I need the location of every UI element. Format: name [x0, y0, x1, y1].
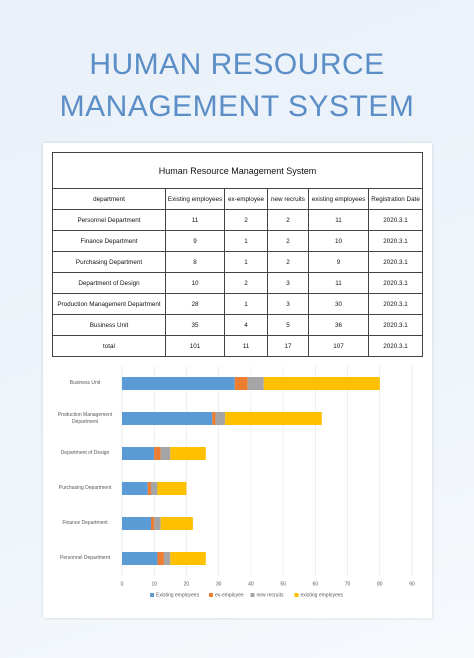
bar: [160, 447, 171, 460]
legend-swatch: [250, 593, 255, 597]
bar: [170, 447, 206, 460]
table-title: Human Resource Management System: [51, 152, 424, 189]
bar: [157, 482, 187, 495]
y-tick-label: Production Management Department: [57, 411, 113, 425]
table-row: total 101 11 17 107 2020.3.1: [52, 335, 424, 357]
cell: 2020.3.1: [367, 293, 424, 315]
legend-swatch: [209, 593, 213, 597]
x-tick-label: 30: [216, 581, 222, 587]
x-tick-label: 0: [121, 581, 124, 587]
y-tick-label: Department of Design: [60, 450, 110, 456]
x-tick-label: 40: [248, 581, 254, 587]
y-tick-label-box: Business Unit: [69, 380, 101, 386]
bar: [154, 517, 161, 530]
cell: 107: [308, 335, 369, 357]
y-tick-label: Personnel Department: [59, 555, 111, 561]
x-tick-label: 20: [184, 581, 190, 587]
bar: [151, 482, 158, 495]
y-tick-label: Purchasing Department: [58, 485, 112, 491]
bar: [122, 412, 213, 425]
x-tick-label: 80: [377, 581, 383, 587]
bar: [122, 552, 158, 565]
y-tick-label: Business Unit: [69, 380, 101, 386]
bar: [163, 552, 171, 565]
y-tick-label-box: Finance Department: [62, 520, 108, 526]
y-tick-label-box: Purchasing Department: [58, 485, 112, 491]
x-tick-label: 60: [313, 581, 319, 587]
bar: [154, 447, 161, 460]
bar: [151, 517, 155, 530]
bar: [225, 412, 322, 425]
bar: [147, 482, 151, 495]
y-tick-label: Finance Department: [62, 520, 108, 526]
bar: [170, 552, 206, 565]
table-row: Finance Department 9 1 2 10 2020.3.1: [52, 230, 424, 252]
y-tick-label-box: Production Management Department: [57, 411, 113, 425]
x-tick-label: 70: [345, 581, 351, 587]
bar: [234, 377, 248, 390]
legend-label: ex-employee: [215, 592, 244, 598]
bar: [247, 377, 264, 390]
y-tick-label-box: Department of Design: [60, 450, 110, 456]
table-row: Human Resource Management System: [51, 152, 424, 189]
table-row: Department of Design 10 2 3 11 2020.3.1: [52, 272, 424, 294]
x-tick-label: 10: [151, 581, 157, 587]
bar: [215, 412, 226, 425]
bar: [263, 377, 380, 390]
x-tick-label: 90: [409, 581, 415, 587]
table: Human Resource Management System departme…: [51, 152, 424, 357]
bar: [212, 412, 216, 425]
legend-label: Existing employees: [156, 592, 200, 598]
bar: [157, 552, 164, 565]
legend-label: new recruits: [257, 592, 284, 598]
page-title: HUMAN RESOURCE: [89, 48, 385, 81]
bar: [122, 377, 235, 390]
page-title: MANAGEMENT SYSTEM: [59, 90, 415, 123]
x-tick-label: 50: [280, 581, 286, 587]
legend-label: existing employees: [301, 592, 344, 598]
cell: 17: [267, 335, 309, 357]
bar: [122, 447, 155, 460]
legend-swatch: [294, 593, 299, 597]
cell: 2020.3.1: [367, 272, 424, 294]
y-tick-label-box: Personnel Department: [59, 555, 111, 561]
table-row: Production Management Department 28 1 3 30 20…: [52, 293, 424, 315]
header-row: department Existing employees ex-employee n…: [52, 188, 424, 210]
bar: [160, 517, 193, 530]
legend-swatch: [150, 593, 154, 597]
bar: [122, 482, 148, 495]
bar: [122, 517, 151, 530]
cell: 2020.3.1: [367, 335, 424, 357]
